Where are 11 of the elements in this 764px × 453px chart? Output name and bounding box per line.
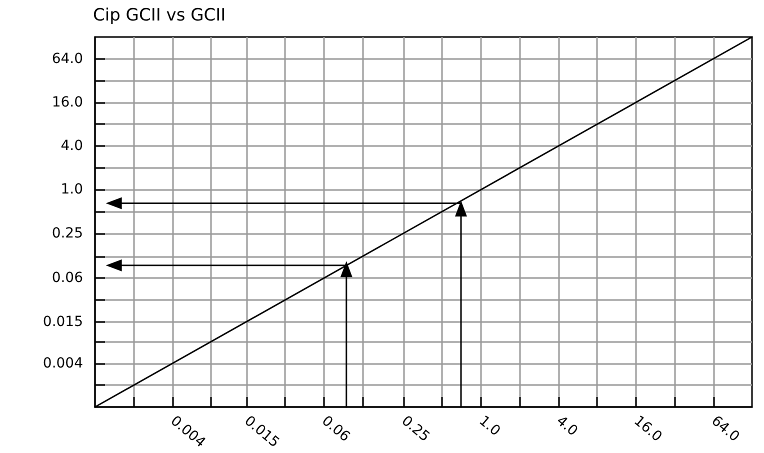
x-tick-label: 4.0 [553, 412, 581, 440]
x-tick-label: 1.0 [476, 412, 504, 440]
y-tick-label: 0.25 [52, 225, 83, 242]
y-tick-label: 0.004 [42, 355, 84, 372]
y-tick-label: 1.0 [60, 182, 83, 198]
y-tick-label: 0.06 [52, 270, 84, 286]
y-tick-label: 16.0 [52, 94, 83, 110]
y-tick-label: 64.0 [52, 50, 83, 67]
y-tick-label: 4.0 [60, 138, 83, 154]
chart-title: Cip GCII vs GCII [93, 6, 226, 26]
y-tick-label: 0.015 [42, 314, 83, 330]
